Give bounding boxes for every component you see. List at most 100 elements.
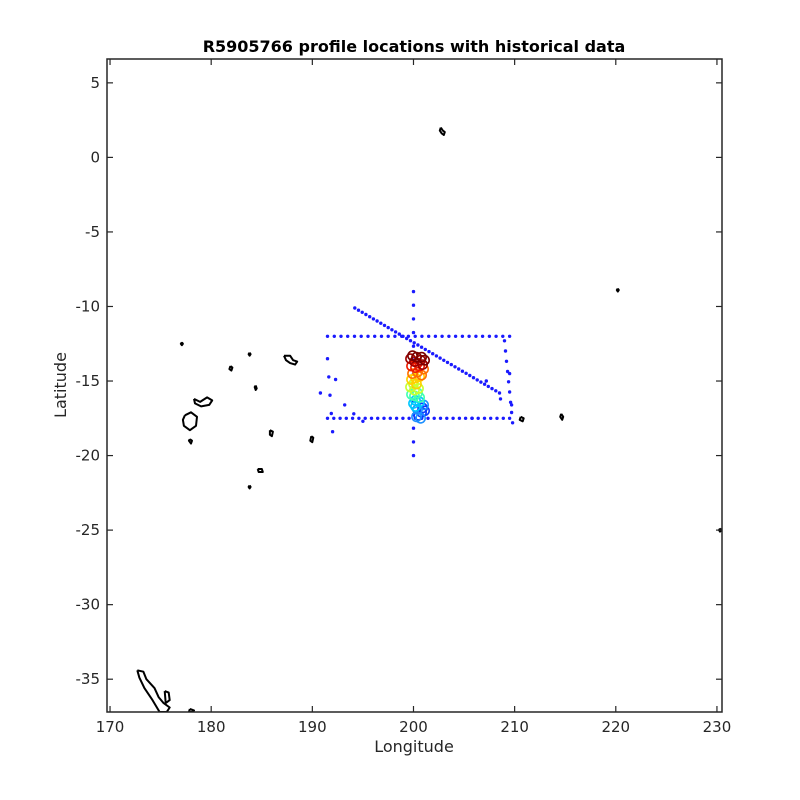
historical-point-74 [364, 312, 368, 317]
historical-point-116 [507, 390, 512, 394]
historical-point-34 [363, 416, 367, 420]
coastline-5 [228, 365, 234, 372]
historical-point-118 [509, 410, 514, 415]
historical-point-0 [325, 334, 330, 338]
historical-point-92 [431, 352, 435, 356]
historical-point-27 [507, 334, 512, 338]
historical-point-35 [369, 416, 374, 420]
historical-point-25 [494, 334, 498, 338]
profile-point-18 [405, 381, 416, 393]
historical-point-87 [412, 341, 416, 345]
historical-point-9 [386, 334, 390, 338]
historical-point-103 [471, 376, 476, 380]
coastline-9 [187, 438, 193, 445]
coastline-0 [438, 127, 446, 136]
y-axis-label: Latitude [51, 352, 70, 418]
historical-point-67 [411, 330, 416, 335]
chart-title: R5905766 profile locations with historic… [203, 37, 626, 56]
historical-point-125 [318, 391, 323, 395]
historical-point-124 [330, 430, 335, 434]
historical-point-119 [510, 421, 515, 425]
historical-point-23 [480, 334, 485, 338]
coastline-8 [181, 411, 198, 432]
historical-point-24 [487, 334, 492, 338]
coastline-14 [518, 415, 525, 423]
historical-point-31 [344, 416, 348, 420]
y-tick-label-5: 5 [90, 74, 100, 92]
historical-point-4 [352, 334, 357, 338]
historical-point-105 [479, 380, 483, 384]
historical-point-90 [423, 347, 427, 352]
historical-point-86 [408, 339, 413, 343]
historical-point-44 [426, 416, 430, 420]
coastline-3 [247, 352, 252, 357]
historical-point-66 [411, 344, 416, 348]
historical-point-60 [411, 426, 416, 430]
historical-point-85 [405, 336, 409, 341]
historical-point-91 [427, 349, 431, 354]
historical-point-131 [484, 379, 488, 383]
historical-point-56 [501, 416, 505, 420]
historical-point-102 [468, 373, 472, 378]
historical-point-72 [356, 308, 361, 312]
historical-point-40 [401, 416, 405, 420]
historical-point-39 [394, 416, 399, 420]
historical-point-106 [482, 382, 487, 386]
historical-point-76 [371, 317, 376, 321]
historical-point-28 [325, 416, 330, 420]
y-tick-label--30: -30 [76, 596, 101, 614]
historical-point-49 [457, 416, 462, 420]
historical-point-30 [338, 416, 342, 420]
historical-point-101 [464, 371, 468, 375]
x-tick-label-210: 210 [500, 718, 529, 736]
historical-point-112 [503, 349, 508, 353]
historical-point-46 [438, 416, 443, 420]
historical-point-93 [434, 354, 439, 358]
coastline-10 [268, 429, 274, 438]
historical-point-79 [382, 323, 387, 328]
historical-point-6 [366, 334, 370, 338]
profile-point-35 [405, 353, 416, 365]
historical-point-54 [489, 416, 493, 420]
historical-point-123 [329, 411, 333, 416]
y-tick-label--10: -10 [76, 297, 101, 315]
historical-point-73 [360, 310, 364, 314]
historical-point-59 [411, 440, 416, 444]
historical-point-95 [442, 358, 446, 362]
historical-point-58 [411, 453, 416, 458]
historical-point-96 [445, 360, 450, 365]
coastline-4 [283, 354, 299, 366]
historical-point-94 [438, 356, 442, 360]
coastline-11 [309, 435, 315, 444]
x-tick-label-190: 190 [298, 718, 327, 736]
historical-point-115 [506, 380, 511, 384]
historical-point-128 [361, 419, 365, 423]
historical-point-18 [447, 334, 451, 338]
x-tick-label-200: 200 [399, 718, 428, 736]
historical-point-55 [495, 416, 499, 420]
historical-point-37 [382, 416, 386, 420]
historical-point-32 [350, 416, 355, 420]
historical-point-52 [476, 416, 480, 420]
historical-point-84 [401, 334, 405, 338]
y-tick-label--25: -25 [76, 521, 101, 539]
historical-point-29 [332, 416, 336, 420]
historical-point-83 [397, 332, 401, 336]
coastline-12 [256, 468, 264, 473]
historical-point-75 [368, 315, 372, 319]
x-tick-label-220: 220 [601, 718, 630, 736]
coastline-6 [253, 384, 258, 391]
historical-point-17 [440, 334, 444, 338]
historical-point-77 [375, 319, 379, 323]
historical-point-22 [474, 334, 478, 338]
historical-point-100 [460, 369, 465, 373]
historical-point-71 [353, 306, 357, 310]
profile-point-37 [419, 354, 430, 366]
historical-point-80 [386, 325, 390, 330]
historical-point-81 [390, 328, 394, 332]
historical-point-8 [379, 334, 384, 338]
historical-point-36 [376, 416, 380, 420]
historical-point-110 [497, 391, 502, 395]
